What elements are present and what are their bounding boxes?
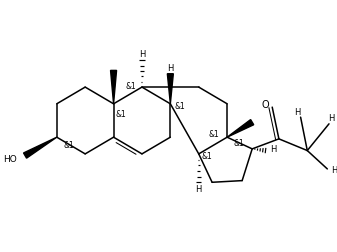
Text: &1: &1 (63, 140, 74, 149)
Text: &1: &1 (202, 151, 212, 161)
Text: H: H (195, 184, 202, 193)
Polygon shape (24, 138, 57, 159)
Text: HO: HO (3, 155, 17, 164)
Text: H: H (139, 50, 145, 59)
Text: H: H (332, 165, 337, 174)
Text: &1: &1 (115, 110, 126, 119)
Text: H: H (270, 145, 276, 154)
Text: &1: &1 (125, 82, 136, 90)
Text: &1: &1 (234, 138, 245, 147)
Text: H: H (167, 63, 174, 72)
Text: O: O (261, 99, 269, 109)
Text: H: H (294, 107, 301, 116)
Polygon shape (227, 120, 254, 138)
Polygon shape (167, 74, 173, 104)
Text: H: H (329, 114, 335, 123)
Text: &1: &1 (174, 102, 185, 111)
Polygon shape (111, 71, 117, 104)
Text: &1: &1 (209, 130, 219, 139)
